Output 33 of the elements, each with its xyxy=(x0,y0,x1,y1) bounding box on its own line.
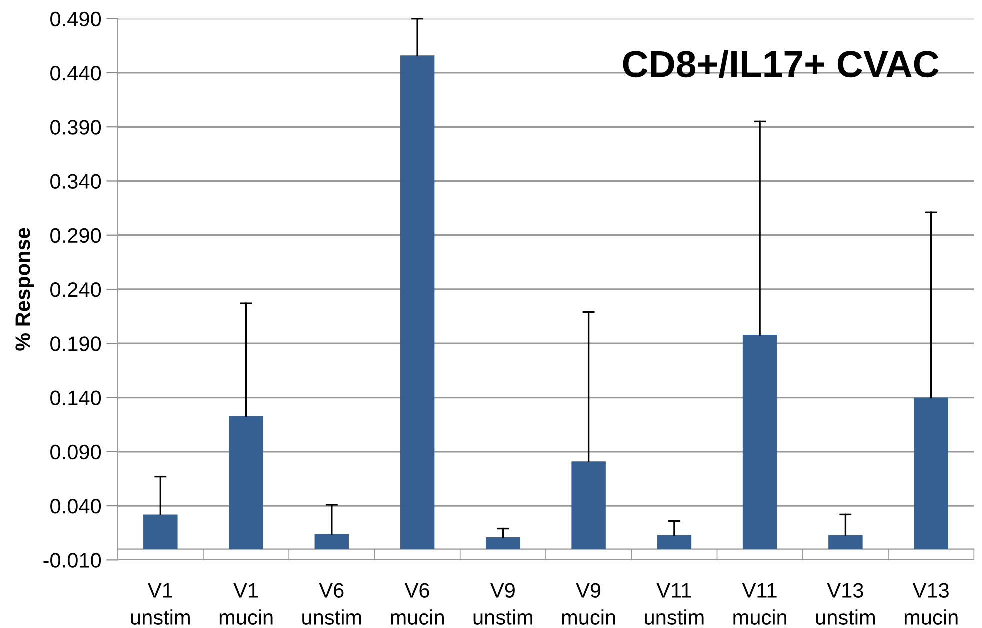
x-tick-label: V9 mucin xyxy=(562,583,616,625)
y-tick-label: 0.290 xyxy=(50,228,102,244)
bar xyxy=(657,535,692,550)
y-tick-label: 0.440 xyxy=(50,66,102,81)
y-tick-label: 0.340 xyxy=(50,174,102,189)
y-axis-title: % Response xyxy=(16,228,34,351)
x-tick-label: V11 mucin xyxy=(734,583,787,625)
x-tick-label: V13 unstim xyxy=(816,583,876,625)
bar xyxy=(400,56,435,550)
y-tick-label: 0.140 xyxy=(50,390,102,406)
x-tick-label: V9 unstim xyxy=(474,583,532,625)
x-tick-label: V6 unstim xyxy=(302,583,362,625)
y-tick-label: 0.240 xyxy=(50,282,102,298)
y-tick-label: 0.490 xyxy=(50,12,102,27)
bar xyxy=(144,514,178,550)
bar xyxy=(742,334,778,550)
y-tick-label: -0.010 xyxy=(44,553,102,568)
x-tick-label: V1 mucin xyxy=(220,583,273,625)
bar xyxy=(828,535,863,550)
x-tick-label: V11 unstim xyxy=(645,583,704,625)
bar xyxy=(572,462,606,550)
x-tick-label: V6 mucin xyxy=(391,583,444,625)
bar xyxy=(314,534,350,550)
y-tick-label: 0.040 xyxy=(50,499,102,514)
x-tick-label: V13 mucin xyxy=(904,583,958,625)
y-tick-label: 0.090 xyxy=(50,444,102,460)
text: CD8+/IL17+ CVAC xyxy=(623,50,939,78)
bar xyxy=(229,416,264,550)
x-tick-label: V1 unstim xyxy=(131,583,190,625)
bar xyxy=(914,398,948,550)
bar xyxy=(486,537,520,550)
y-tick-label: 0.390 xyxy=(50,120,102,135)
y-tick-label: 0.190 xyxy=(50,336,102,352)
